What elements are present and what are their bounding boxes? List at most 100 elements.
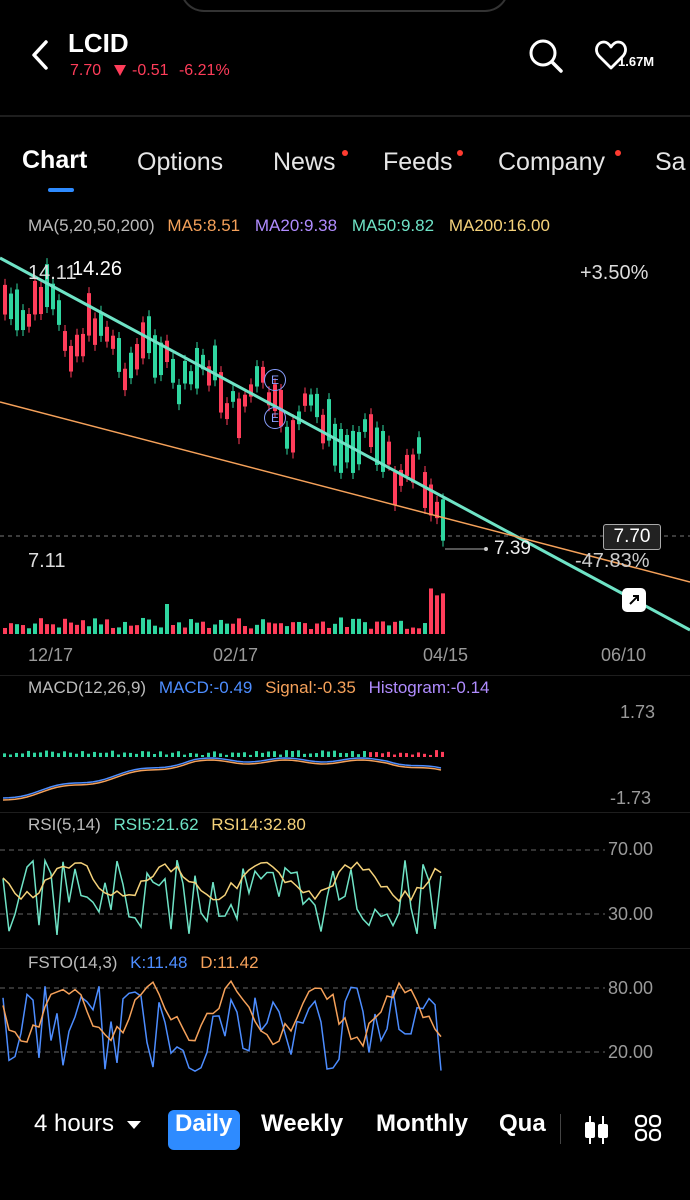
tab-company[interactable]: Company — [498, 148, 621, 177]
fsto-chart[interactable] — [0, 978, 690, 1078]
macd-histogram-bar — [189, 753, 192, 757]
volume-bar — [225, 623, 229, 634]
macd-histogram-bar — [327, 751, 330, 757]
macd-histogram-bar — [87, 753, 90, 757]
macd-chart[interactable] — [0, 720, 690, 810]
candle-body — [267, 392, 271, 406]
period-daily[interactable]: Daily — [175, 1110, 233, 1137]
candle-body — [45, 264, 49, 308]
period-monthly[interactable]: Monthly — [376, 1110, 468, 1137]
tab-company-label: Company — [498, 148, 605, 176]
volume-bar — [405, 628, 409, 634]
candle-body — [39, 286, 43, 315]
ma20-value: MA20:9.38 — [254, 216, 338, 235]
macd-histogram-bar — [369, 752, 372, 757]
rsi-legend[interactable]: RSI(5,14) RSI5:21.62 RSI14:32.80 — [28, 815, 306, 835]
macd-histogram-bar — [285, 750, 288, 757]
volume-bar — [33, 623, 37, 634]
macd-histogram-bar — [357, 754, 360, 757]
support-trendline — [0, 401, 690, 583]
candle-body — [309, 394, 313, 406]
macd-histogram-bar — [195, 753, 198, 757]
earnings-marker[interactable]: E — [264, 407, 286, 429]
candle-body — [213, 345, 217, 381]
candle-body — [273, 384, 277, 412]
watchlist-button[interactable]: 1.67M — [594, 36, 674, 76]
macd-histogram-bar — [261, 752, 264, 757]
macd-histogram-bar — [429, 754, 432, 757]
volume-bar — [339, 617, 343, 634]
tab-sa[interactable]: Sa — [655, 148, 690, 177]
candle-body — [129, 352, 133, 379]
volume-bar — [387, 625, 391, 634]
macd-histogram-bar — [9, 754, 12, 757]
volume-bar — [375, 621, 379, 634]
volume-bar — [297, 621, 301, 634]
volume-bar — [303, 623, 307, 634]
news-unread-dot — [342, 150, 348, 156]
volume-bar — [399, 620, 403, 634]
ma-legend[interactable]: MA(5,20,50,200) MA5:8.51 MA20:9.38 MA50:… — [28, 216, 550, 236]
macd-legend[interactable]: MACD(12,26,9) MACD:-0.49 Signal:-0.35 Hi… — [28, 678, 490, 698]
volume-bar — [9, 623, 13, 634]
ticker-title: LCID — [68, 28, 129, 58]
tab-feeds[interactable]: Feeds — [383, 148, 463, 177]
fsto-legend[interactable]: FSTO(14,3) K:11.48 D:11.42 — [28, 953, 259, 973]
period-weekly[interactable]: Weekly — [261, 1110, 344, 1137]
device-notch — [180, 0, 509, 12]
earnings-marker[interactable]: E — [264, 369, 286, 391]
price-chart[interactable] — [0, 240, 690, 640]
histogram-value: Histogram:-0.14 — [368, 678, 490, 697]
x-tick: 02/17 — [213, 645, 259, 665]
macd-histogram-bar — [201, 754, 204, 757]
resistance-trendline — [0, 256, 690, 632]
candle-body — [249, 384, 253, 397]
tab-news[interactable]: News — [273, 148, 348, 177]
volume-bar — [171, 624, 175, 634]
expand-chart-button[interactable] — [622, 588, 646, 612]
macd-histogram-bar — [93, 751, 96, 757]
chart-type-button[interactable] — [580, 1112, 612, 1148]
ma5-value: MA5:8.51 — [167, 216, 241, 235]
macd-histogram-bar — [417, 752, 420, 757]
period-quarterly[interactable]: Qua — [499, 1110, 546, 1137]
candle-body — [195, 347, 199, 389]
candle-body — [405, 454, 409, 476]
ma50-value: MA50:9.82 — [351, 216, 435, 235]
candle-body — [141, 322, 145, 359]
tab-chart-label: Chart — [22, 146, 88, 174]
macd-histogram-bar — [183, 754, 186, 757]
heart-plus-icon — [595, 40, 627, 70]
high-left-label: 14.11 — [28, 262, 77, 284]
rsi-chart[interactable] — [0, 840, 690, 945]
candle-body — [207, 366, 211, 386]
interval-dropdown[interactable]: 4 hours — [34, 1110, 141, 1138]
volume-bar — [219, 619, 223, 634]
candle-body — [147, 316, 151, 354]
expand-icon — [629, 595, 639, 605]
search-button[interactable] — [526, 36, 566, 76]
chevron-left-icon — [32, 40, 48, 70]
macd-histogram-bar — [351, 751, 354, 757]
volume-bar — [237, 618, 241, 634]
volume-bar — [315, 623, 319, 634]
tab-chart[interactable]: Chart — [22, 146, 87, 175]
volume-bar — [291, 622, 295, 634]
macd-histogram-bar — [345, 753, 348, 757]
macd-histogram-bar — [435, 750, 438, 757]
back-button[interactable] — [26, 38, 54, 72]
candle-body — [303, 393, 307, 406]
volume-bar — [27, 628, 31, 634]
candle-body — [15, 289, 19, 331]
macd-histogram-bar — [21, 753, 24, 757]
fsto-upper-label: 80.00 — [608, 978, 654, 998]
macd-histogram-bar — [147, 751, 150, 757]
candle-body — [165, 340, 169, 363]
candle-body — [423, 472, 427, 508]
macd-histogram-bar — [117, 754, 120, 757]
tab-options[interactable]: Options — [137, 148, 223, 177]
macd-histogram-bar — [45, 750, 48, 757]
candle-body — [345, 434, 349, 463]
macd-histogram-bar — [75, 753, 78, 757]
grid-menu-button[interactable] — [634, 1114, 664, 1144]
